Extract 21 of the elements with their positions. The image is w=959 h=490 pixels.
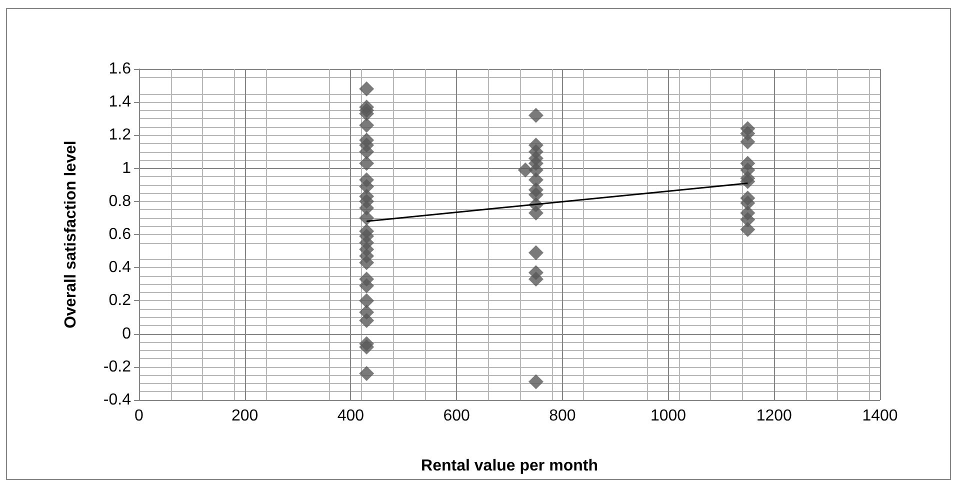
x-axis-title: Rental value per month [421,458,598,474]
x-tick-label: 1400 [862,408,898,424]
y-tick-label: 1 [122,160,132,177]
y-tick-label: 0.6 [108,226,132,243]
y-tick-label: 0.8 [108,192,132,210]
y-tick-label: -0.2 [103,358,132,376]
y-tick-label: 1.4 [108,94,132,111]
x-tick-label: 400 [337,408,364,424]
y-tick-label: 1.2 [108,126,132,144]
y-tick-label: 0 [122,325,132,342]
x-tick-label: 200 [232,408,258,424]
x-tick-label: 800 [549,408,576,424]
x-tick-label: 600 [443,408,470,424]
y-tick-label: 0.4 [108,259,132,276]
x-tick-label: 0 [134,408,144,424]
y-tick-label: 1.6 [108,60,132,78]
y-tick-label: -0.4 [103,392,132,408]
y-tick-label: 0.2 [108,292,132,310]
x-tick-label: 1200 [756,408,792,424]
y-axis-title: Overall satisfaction level [62,140,80,328]
x-tick-label: 1000 [650,408,686,424]
